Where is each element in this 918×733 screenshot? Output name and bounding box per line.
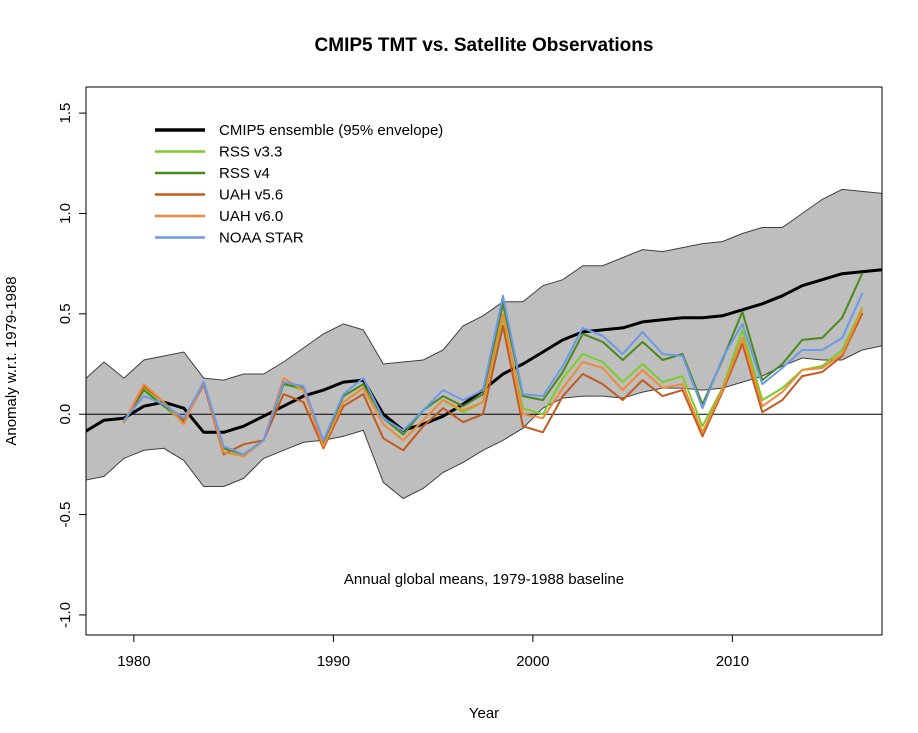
plot-frame bbox=[85, 86, 883, 636]
series-line-noaa-star bbox=[122, 292, 864, 456]
chart-annotation: Annual global means, 1979-1988 baseline bbox=[344, 571, 624, 588]
y-axis-label: Anomaly w.r.t. 1979-1988 bbox=[3, 276, 20, 445]
legend-label: NOAA STAR bbox=[219, 230, 304, 247]
x-tick-label: 2000 bbox=[516, 653, 549, 670]
y-axis: -1.0 -0.5 0.0 0.5 1.0 1.5 bbox=[57, 103, 86, 628]
y-tick-label: 0.5 bbox=[57, 303, 74, 324]
y-tick-label: -0.5 bbox=[57, 502, 74, 528]
legend-label: UAH v6.0 bbox=[219, 208, 283, 225]
x-tick-label: 1980 bbox=[117, 653, 150, 670]
y-tick-label: 1.5 bbox=[57, 103, 74, 124]
plot-area bbox=[86, 188, 882, 500]
chart-title: CMIP5 TMT vs. Satellite Observations bbox=[315, 35, 654, 56]
x-tick-label: 2010 bbox=[716, 653, 749, 670]
legend-label: RSS v4 bbox=[219, 165, 270, 182]
legend-label: UAH v5.6 bbox=[219, 187, 283, 204]
y-tick-label: -1.0 bbox=[57, 602, 74, 628]
x-axis: 1980 1990 2000 2010 bbox=[117, 635, 749, 670]
x-axis-label: Year bbox=[469, 705, 499, 722]
y-tick-label: 0.0 bbox=[57, 404, 74, 425]
legend-label: CMIP5 ensemble (95% envelope) bbox=[219, 122, 443, 139]
ensemble-envelope bbox=[86, 188, 882, 500]
x-tick-label: 1990 bbox=[317, 653, 350, 670]
series-line-uah-v5-6 bbox=[122, 312, 864, 456]
series-line-uah-v6-0 bbox=[122, 308, 864, 458]
legend: CMIP5 ensemble (95% envelope) RSS v3.3 RSS… bbox=[155, 122, 443, 247]
y-tick-label: 1.0 bbox=[57, 203, 74, 224]
legend-label: RSS v3.3 bbox=[219, 144, 282, 161]
